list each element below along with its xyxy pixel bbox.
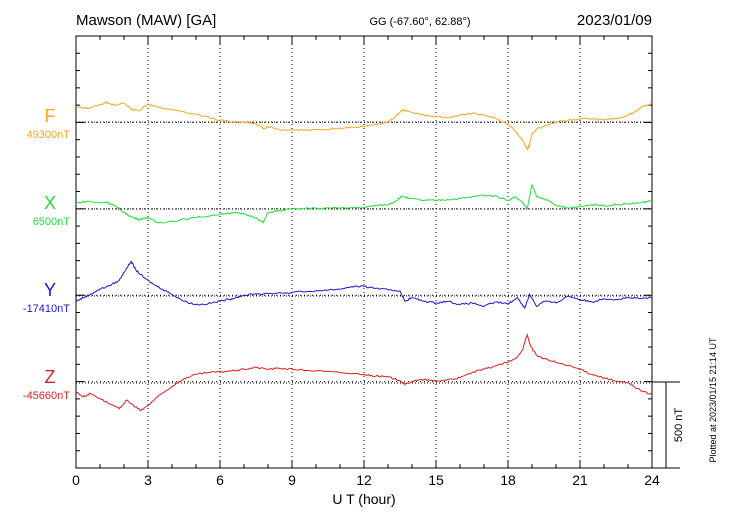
series-name-x: X [44,193,56,213]
station-title: Mawson (MAW) [GA] [76,12,216,29]
series-name-y: Y [44,280,56,300]
series-baseline-label-y: -17410nT [23,303,70,315]
coordinates-label: GG (-67.60°, 62.88°) [369,16,470,28]
series-labels: F 49300nT X 6500nT Y -17410nT Z -45660nT [23,106,70,402]
series-line-x [75,183,653,224]
series-baseline-label-z: -45660nT [23,390,70,402]
x-axis: 0 3 6 9 12 15 18 21 24 [72,36,660,488]
x-tick-label: 24 [644,472,660,488]
series-line-z [75,332,653,412]
series-line-f [75,101,653,151]
date-label: 2023/01/09 [577,12,652,29]
series-name-z: Z [45,367,56,387]
x-tick-label: 21 [572,472,588,488]
x-tick-label: 12 [356,472,372,488]
scale-bar: 500 nT [652,381,685,469]
x-tick-label: 6 [216,472,224,488]
x-axis-label: U T (hour) [332,491,395,507]
series-baselines [76,121,652,384]
series-name-f: F [45,106,56,126]
x-tick-label: 0 [72,472,80,488]
grid [76,36,652,468]
scale-bar-label: 500 nT [673,408,685,443]
x-tick-label: 3 [144,472,152,488]
series-baseline-label-x: 6500nT [33,216,71,228]
series-line-y [75,260,653,310]
plotted-at-note: Plotted at 2023/01/15 21:14 UT [708,337,718,463]
x-tick-label: 18 [500,472,516,488]
series-baseline-label-f: 49300nT [27,129,71,141]
x-tick-label: 9 [288,472,296,488]
series-lines [75,101,653,412]
x-tick-label: 15 [428,472,444,488]
